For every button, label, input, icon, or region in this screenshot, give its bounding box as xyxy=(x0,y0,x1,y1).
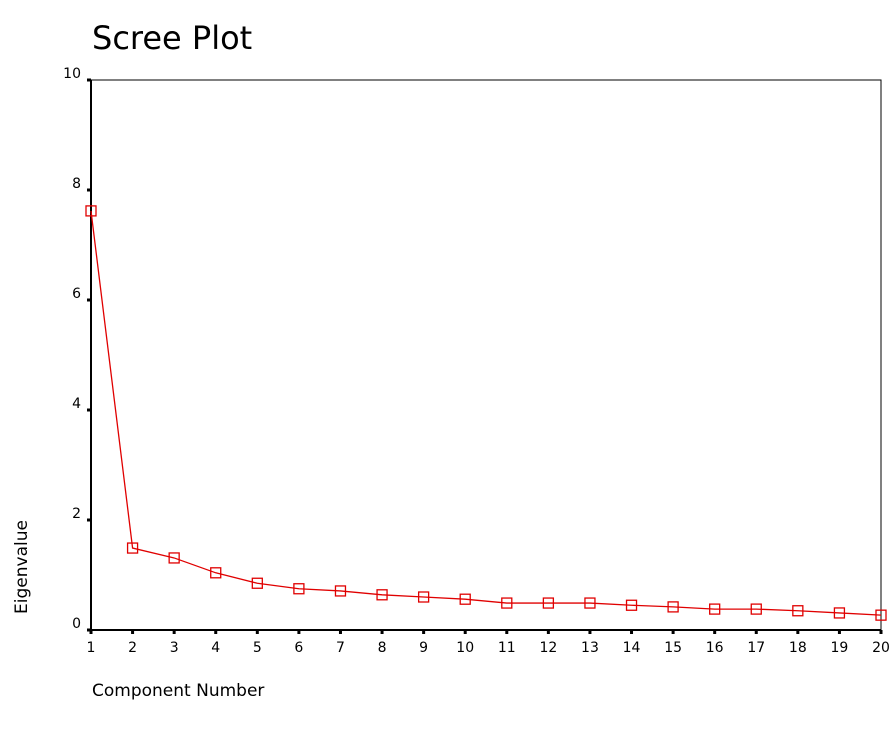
point-marker xyxy=(875,609,887,621)
y-axis-label: Eigenvalue xyxy=(12,520,32,614)
point-marker xyxy=(667,601,679,613)
y-tick-label: 2 xyxy=(72,506,81,522)
point-marker xyxy=(376,589,388,601)
point-marker xyxy=(293,583,305,595)
x-tick-label: 3 xyxy=(170,640,179,656)
x-tick-label: 4 xyxy=(211,640,220,656)
x-tick-label: 5 xyxy=(253,640,262,656)
x-tick-label: 16 xyxy=(706,640,724,656)
y-tick-label: 0 xyxy=(72,616,81,632)
x-tick-label: 7 xyxy=(336,640,345,656)
point-marker xyxy=(459,593,471,605)
x-tick-label: 1 xyxy=(87,640,96,656)
point-marker xyxy=(168,552,180,564)
plot-frame xyxy=(90,79,882,631)
point-marker xyxy=(210,567,222,579)
x-tick-label: 8 xyxy=(378,640,387,656)
y-tick-label: 8 xyxy=(72,176,81,192)
x-axis-label: Component Number xyxy=(92,681,264,701)
x-tick-label: 14 xyxy=(623,640,641,656)
point-marker xyxy=(625,599,638,611)
point-marker xyxy=(709,603,721,615)
y-tick-label: 10 xyxy=(63,66,81,82)
point-marker xyxy=(251,577,263,589)
point-marker xyxy=(584,597,596,609)
point-marker xyxy=(542,597,555,609)
chart-title: Scree Plot xyxy=(92,19,252,57)
point-marker xyxy=(334,585,347,597)
point-marker xyxy=(833,607,846,619)
x-tick-label: 9 xyxy=(419,640,428,656)
y-tick-label: 4 xyxy=(72,396,81,412)
x-tick-label: 11 xyxy=(498,640,516,656)
x-tick-label: 18 xyxy=(789,640,807,656)
y-tick-label: 6 xyxy=(72,286,81,302)
x-tick-label: 15 xyxy=(664,640,682,656)
point-marker xyxy=(417,591,430,603)
point-marker xyxy=(85,205,97,217)
x-tick-label: 10 xyxy=(456,640,474,656)
point-marker xyxy=(750,603,762,615)
x-tick-label: 6 xyxy=(294,640,303,656)
x-tick-label: 12 xyxy=(539,640,557,656)
x-tick-label: 13 xyxy=(581,640,599,656)
point-marker xyxy=(126,542,139,554)
x-tick-label: 20 xyxy=(872,640,890,656)
series-line xyxy=(90,210,882,616)
x-tick-label: 17 xyxy=(747,640,765,656)
x-tick-label: 2 xyxy=(128,640,137,656)
point-marker xyxy=(501,597,513,609)
point-marker xyxy=(792,605,804,617)
x-tick-label: 19 xyxy=(831,640,849,656)
